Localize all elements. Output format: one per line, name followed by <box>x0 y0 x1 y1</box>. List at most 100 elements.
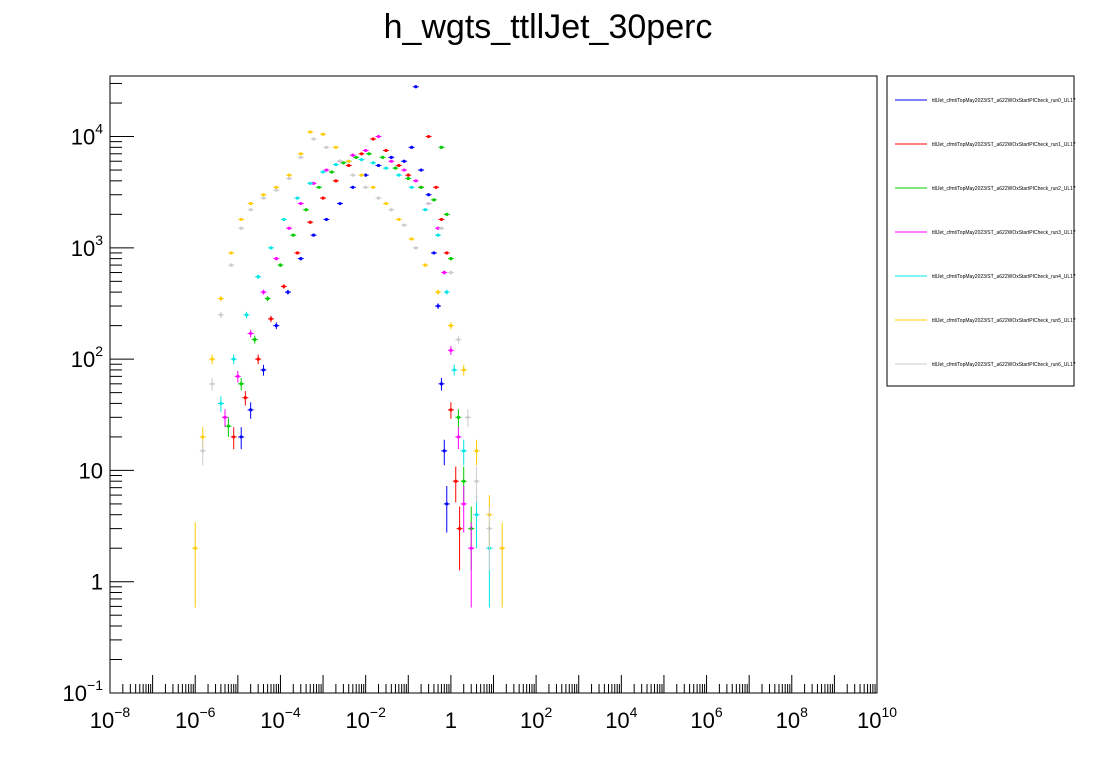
data-point <box>418 168 425 172</box>
data-point <box>382 148 389 153</box>
legend-label: ttllJet_cfmt/TopMay2023/ST_a622WOxStartP… <box>932 186 1076 192</box>
data-point <box>473 466 480 503</box>
data-point <box>267 315 274 323</box>
data-point <box>435 289 442 295</box>
data-point <box>447 256 454 261</box>
data-point <box>395 217 402 222</box>
data-point <box>255 354 262 365</box>
data-point <box>238 217 245 222</box>
data-point <box>412 85 419 89</box>
data-point <box>199 439 206 466</box>
data-point <box>228 251 235 255</box>
data-point <box>260 196 267 200</box>
data-point <box>395 173 402 177</box>
data-point <box>443 212 450 216</box>
series-4 <box>217 158 493 608</box>
data-point <box>247 329 254 338</box>
data-point <box>451 364 458 376</box>
data-point <box>464 409 471 428</box>
series-2 <box>225 145 475 571</box>
data-point <box>349 185 356 189</box>
data-point <box>332 145 339 149</box>
data-point <box>320 132 327 136</box>
x-tick-label: 1 <box>445 708 457 733</box>
data-point <box>395 163 402 168</box>
x-tick-label: 106 <box>690 704 722 733</box>
chart-title: h_wgts_ttllJet_30perc <box>384 8 713 46</box>
data-point <box>438 377 445 391</box>
data-point <box>486 506 493 571</box>
data-point <box>473 495 480 549</box>
data-point <box>315 185 322 189</box>
y-tick-label: 10 <box>79 458 103 483</box>
data-point <box>401 159 408 163</box>
data-point <box>217 396 224 412</box>
data-point <box>443 486 450 533</box>
data-point <box>286 173 293 177</box>
series-6 <box>199 137 493 571</box>
y-tick-label: 102 <box>71 343 103 372</box>
data-point <box>332 179 339 183</box>
y-tick-label: 10−1 <box>63 677 104 706</box>
data-point <box>307 220 314 224</box>
data-point <box>273 185 280 189</box>
data-point <box>422 208 429 212</box>
data-point <box>303 208 310 212</box>
data-point <box>280 217 287 222</box>
data-point <box>284 289 291 295</box>
data-point <box>337 201 344 206</box>
data-point <box>370 185 377 189</box>
data-point <box>370 161 377 165</box>
data-point <box>230 354 237 365</box>
data-point <box>247 402 254 419</box>
x-tick-label: 108 <box>776 704 808 733</box>
data-point <box>382 201 389 206</box>
data-point <box>447 322 454 330</box>
x-tick-label: 104 <box>605 704 637 733</box>
data-point <box>290 233 297 237</box>
legend-entry: ttllJet_cfmt/TopMay2023/ST_a622WOxStartP… <box>895 230 1076 236</box>
data-point <box>401 168 408 172</box>
data-point <box>297 152 304 156</box>
data-point <box>455 335 462 344</box>
data-point <box>294 196 301 200</box>
data-point <box>273 188 280 192</box>
data-point <box>408 237 415 241</box>
data-point <box>238 226 245 230</box>
series-1 <box>230 134 463 571</box>
data-point <box>238 427 245 450</box>
data-point <box>358 173 365 177</box>
data-point <box>388 155 395 159</box>
data-point <box>353 155 360 159</box>
data-point <box>408 185 415 189</box>
data-point <box>242 391 249 406</box>
data-point <box>328 170 335 174</box>
data-point <box>422 263 429 267</box>
y-tick-label: 103 <box>71 232 103 261</box>
data-point <box>217 296 224 302</box>
data-point <box>441 439 448 466</box>
data-point <box>260 364 267 376</box>
x-tick-labels: 10−8 10−6 10−4 10−2 1 102 104 106 108 1010 <box>90 704 897 733</box>
data-point <box>323 145 330 149</box>
data-point <box>433 185 440 189</box>
data-point <box>408 145 415 149</box>
data-point <box>307 130 314 134</box>
data-point <box>460 486 467 533</box>
data-point <box>222 409 229 428</box>
data-point <box>375 163 382 168</box>
data-point <box>277 263 284 267</box>
x-tick-label: 10−4 <box>260 704 301 733</box>
data-point <box>228 263 235 267</box>
x-tick-label: 102 <box>520 704 552 733</box>
data-point <box>286 176 293 181</box>
data-point <box>412 246 419 250</box>
data-point <box>405 173 412 177</box>
data-point <box>438 217 445 222</box>
data-point <box>447 346 454 355</box>
data-point <box>297 256 304 261</box>
legend-label: ttllJet_cfmt/TopMay2023/ST_a622WOxStartP… <box>932 98 1076 104</box>
data-point <box>358 152 365 156</box>
data-point <box>337 159 344 163</box>
